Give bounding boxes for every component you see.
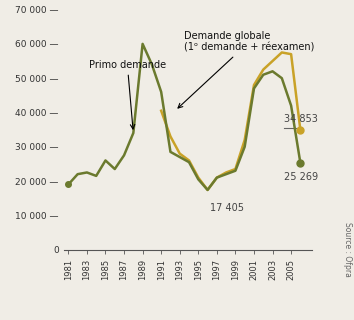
Text: Demande globale
(1ᵒ demande + réexamen): Demande globale (1ᵒ demande + réexamen) <box>178 31 315 108</box>
Text: 34 853: 34 853 <box>284 115 318 124</box>
Text: Source : Ofpra: Source : Ofpra <box>343 222 352 277</box>
Text: Primo demande: Primo demande <box>89 60 166 129</box>
Text: 25 269: 25 269 <box>284 172 318 182</box>
Text: 17 405: 17 405 <box>210 203 244 213</box>
